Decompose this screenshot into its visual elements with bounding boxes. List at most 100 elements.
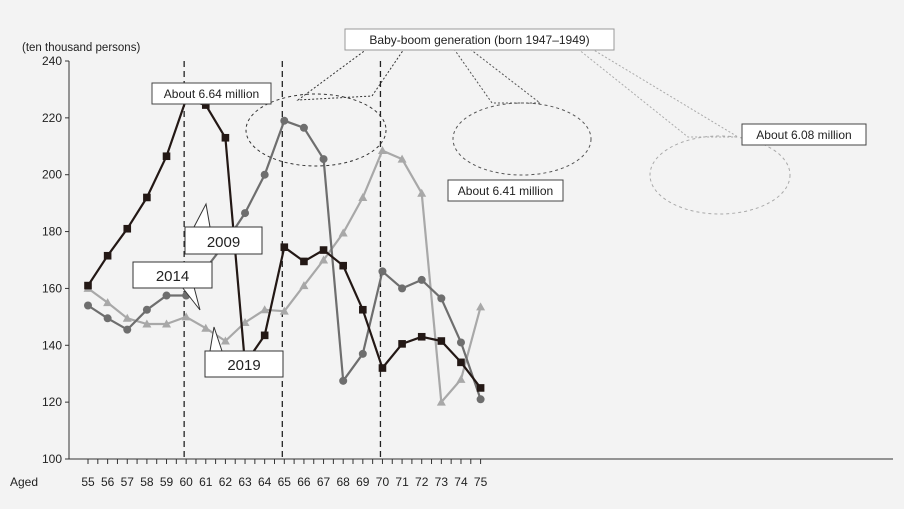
y-tick-label: 220 bbox=[42, 111, 62, 125]
legend-pointer-2009 bbox=[193, 202, 211, 228]
data-point-2014-age-73 bbox=[437, 294, 446, 303]
legend-label-2014: 2014 bbox=[156, 268, 189, 285]
data-point-2014-age-58 bbox=[142, 305, 151, 314]
data-point-2019-age-70 bbox=[377, 146, 387, 155]
data-point-2009-age-71 bbox=[398, 340, 406, 348]
data-point-2014-age-75 bbox=[476, 395, 485, 404]
data-point-2009-age-62 bbox=[221, 133, 230, 142]
legend-pointer-2019 bbox=[209, 326, 223, 352]
data-point-2014-age-57 bbox=[123, 325, 132, 334]
data-point-2019-age-72 bbox=[417, 188, 427, 197]
data-point-2014-age-74 bbox=[456, 338, 465, 347]
data-point-2014-age-68 bbox=[339, 376, 348, 385]
x-tick-label: 59 bbox=[160, 475, 174, 489]
x-tick-label: 63 bbox=[238, 475, 252, 489]
data-point-2019-age-58 bbox=[142, 319, 152, 328]
data-point-2019-age-68 bbox=[338, 228, 348, 237]
data-point-2019-age-65 bbox=[279, 306, 289, 315]
headline-box bbox=[344, 28, 615, 51]
data-point-2009-age-58 bbox=[143, 193, 151, 202]
legend-label-2019: 2019 bbox=[227, 357, 260, 374]
x-tick-label: 65 bbox=[278, 475, 292, 489]
data-point-2019-age-73 bbox=[436, 397, 446, 406]
headline-label: Baby-boom generation (born 1947–1949) bbox=[369, 33, 589, 47]
data-point-2019-age-57 bbox=[122, 313, 132, 322]
legend-box-2009 bbox=[184, 226, 263, 255]
x-axis-prefix-label: Aged bbox=[10, 475, 38, 489]
data-point-2009-age-72 bbox=[417, 332, 426, 341]
data-point-2009-age-55 bbox=[84, 281, 92, 290]
data-point-2019-age-75 bbox=[476, 302, 486, 311]
data-point-2019-age-60 bbox=[181, 312, 191, 321]
data-point-2009-age-56 bbox=[103, 251, 112, 260]
data-point-2014-age-66 bbox=[299, 123, 308, 132]
peak-label-2009: About 6.64 million bbox=[164, 87, 259, 101]
data-point-2009-age-75 bbox=[476, 384, 485, 392]
data-point-2014-age-64 bbox=[260, 170, 269, 179]
data-point-2014-age-59 bbox=[162, 291, 171, 300]
data-point-2009-age-61 bbox=[201, 101, 210, 109]
peak-ellipse-2019 bbox=[649, 135, 791, 215]
data-point-2009-age-68 bbox=[339, 261, 347, 270]
data-point-2019-age-62 bbox=[220, 336, 230, 345]
y-tick-label: 120 bbox=[42, 395, 62, 409]
legend-label-2009: 2009 bbox=[207, 234, 240, 251]
data-point-2009-age-64 bbox=[260, 331, 269, 340]
legend-box-2019 bbox=[204, 350, 284, 378]
legend-box-2014 bbox=[132, 261, 213, 289]
y-tick-label: 140 bbox=[42, 338, 62, 352]
peak-label-2014: About 6.41 million bbox=[458, 184, 553, 198]
x-tick-label: 55 bbox=[81, 475, 95, 489]
data-point-2014-age-63 bbox=[241, 209, 250, 218]
y-tick-label: 200 bbox=[42, 168, 62, 182]
peak-ellipse-2009 bbox=[245, 93, 387, 167]
data-point-2019-age-64 bbox=[260, 305, 270, 314]
data-point-2019-age-71 bbox=[397, 154, 407, 163]
data-point-2009-age-66 bbox=[300, 257, 308, 266]
y-tick-label: 100 bbox=[42, 452, 62, 466]
x-tick-label: 74 bbox=[454, 475, 468, 489]
data-point-2009-age-70 bbox=[378, 364, 387, 372]
data-point-2009-age-57 bbox=[123, 224, 132, 233]
data-point-2014-age-72 bbox=[417, 275, 426, 284]
y-tick-label: 180 bbox=[42, 225, 62, 239]
x-tick-label: 56 bbox=[101, 475, 115, 489]
y-tick-label: 240 bbox=[42, 54, 62, 68]
y-axis-label: (ten thousand persons) bbox=[22, 42, 140, 54]
data-point-2019-age-67 bbox=[319, 255, 329, 264]
data-point-2019-age-63 bbox=[240, 318, 250, 327]
x-tick-label: 69 bbox=[356, 475, 370, 489]
x-tick-label: 71 bbox=[395, 475, 409, 489]
data-point-2009-age-67 bbox=[319, 246, 328, 254]
data-point-2014-age-67 bbox=[319, 155, 328, 164]
callout-wedge-2019 bbox=[577, 48, 740, 138]
x-tick-label: 67 bbox=[317, 475, 331, 489]
data-point-2009-age-65 bbox=[280, 243, 289, 252]
data-point-2009-age-59 bbox=[162, 152, 171, 161]
data-point-2019-age-74 bbox=[456, 374, 466, 383]
x-tick-label: 75 bbox=[474, 475, 488, 489]
x-tick-label: 62 bbox=[219, 475, 233, 489]
x-tick-label: 68 bbox=[337, 475, 351, 489]
data-point-2014-age-69 bbox=[358, 349, 367, 358]
x-tick-label: 60 bbox=[179, 475, 193, 489]
data-point-2009-age-73 bbox=[437, 337, 446, 345]
x-tick-label: 58 bbox=[140, 475, 154, 489]
data-point-2009-age-69 bbox=[359, 305, 367, 314]
x-tick-label: 66 bbox=[297, 475, 311, 489]
x-tick-label: 70 bbox=[376, 475, 390, 489]
peak-label-box-2009 bbox=[151, 82, 272, 105]
data-point-2019-age-59 bbox=[162, 319, 172, 328]
data-point-2019-age-69 bbox=[358, 192, 368, 201]
data-point-2014-age-55 bbox=[84, 301, 92, 310]
y-tick-label: 160 bbox=[42, 281, 62, 295]
x-tick-label: 61 bbox=[199, 475, 213, 489]
callout-wedge-2009 bbox=[296, 48, 405, 101]
data-point-2019-age-56 bbox=[103, 298, 113, 307]
data-point-2014-age-65 bbox=[280, 116, 289, 125]
data-point-2014-age-70 bbox=[378, 267, 387, 276]
legend-pointer-2014 bbox=[181, 286, 201, 311]
